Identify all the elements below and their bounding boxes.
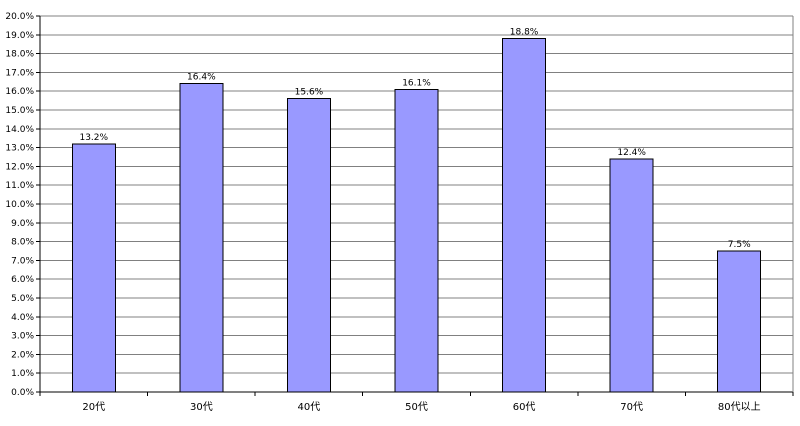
y-tick-label: 0.0% xyxy=(11,388,34,398)
y-tick-label: 3.0% xyxy=(11,332,34,342)
x-tick-label-4: 50代 xyxy=(405,401,428,413)
y-tick-label: 4.0% xyxy=(11,313,34,323)
data-labels: 13.2% 16.4% 15.6% 16.1% 18.8% 12.4% 7.5% xyxy=(79,28,751,250)
data-label-6: 12.4% xyxy=(617,148,646,158)
x-tick-label-1: 20代 xyxy=(82,401,105,413)
x-tick-label-7: 80代以上 xyxy=(718,401,761,413)
x-tick-label-5: 60代 xyxy=(513,401,536,413)
x-tick-labels: 20代 30代 40代 50代 60代 70代 80代以上 xyxy=(82,401,760,413)
data-label-2: 16.4% xyxy=(187,73,216,83)
data-label-1: 13.2% xyxy=(79,133,108,143)
data-label-7: 7.5% xyxy=(728,240,751,250)
data-label-4: 16.1% xyxy=(402,78,431,88)
bar-4 xyxy=(394,88,439,393)
bar-3 xyxy=(286,98,331,393)
bar-1 xyxy=(71,143,116,393)
y-tick-label: 13.0% xyxy=(5,144,34,154)
x-tick-label-6: 70代 xyxy=(620,401,643,413)
x-tick-label-3: 40代 xyxy=(298,401,321,413)
y-tick-label: 15.0% xyxy=(5,106,34,116)
y-tick-label: 7.0% xyxy=(11,256,34,266)
y-tick-label: 18.0% xyxy=(5,50,34,60)
x-tick-label-2: 30代 xyxy=(190,401,213,413)
y-tick-label: 2.0% xyxy=(11,350,34,360)
y-tick-label: 11.0% xyxy=(5,181,34,191)
y-tick-label: 10.0% xyxy=(5,200,34,210)
bars xyxy=(71,38,762,393)
y-tick-label: 19.0% xyxy=(5,31,34,41)
y-tick-label: 14.0% xyxy=(5,125,34,135)
y-tick-label: 20.0% xyxy=(5,12,34,22)
y-tick-labels: 0.0% 1.0% 2.0% 3.0% 4.0% 5.0% 6.0% 7.0% 8.0% 9.0%… xyxy=(5,12,34,398)
bar-7 xyxy=(717,250,762,393)
bar-2 xyxy=(179,83,224,393)
data-label-3: 15.6% xyxy=(295,88,324,98)
y-tick-label: 6.0% xyxy=(11,275,34,285)
y-tick-label: 1.0% xyxy=(11,369,34,379)
y-tick-label: 17.0% xyxy=(5,68,34,78)
bar-5 xyxy=(502,38,547,393)
bar-6 xyxy=(609,158,654,393)
y-tick-label: 12.0% xyxy=(5,162,34,172)
axes xyxy=(36,15,794,396)
y-tick-label: 9.0% xyxy=(11,219,34,229)
data-label-5: 18.8% xyxy=(510,28,539,38)
y-tick-label: 5.0% xyxy=(11,294,34,304)
y-tick-label: 8.0% xyxy=(11,238,34,248)
y-tick-label: 16.0% xyxy=(5,87,34,97)
